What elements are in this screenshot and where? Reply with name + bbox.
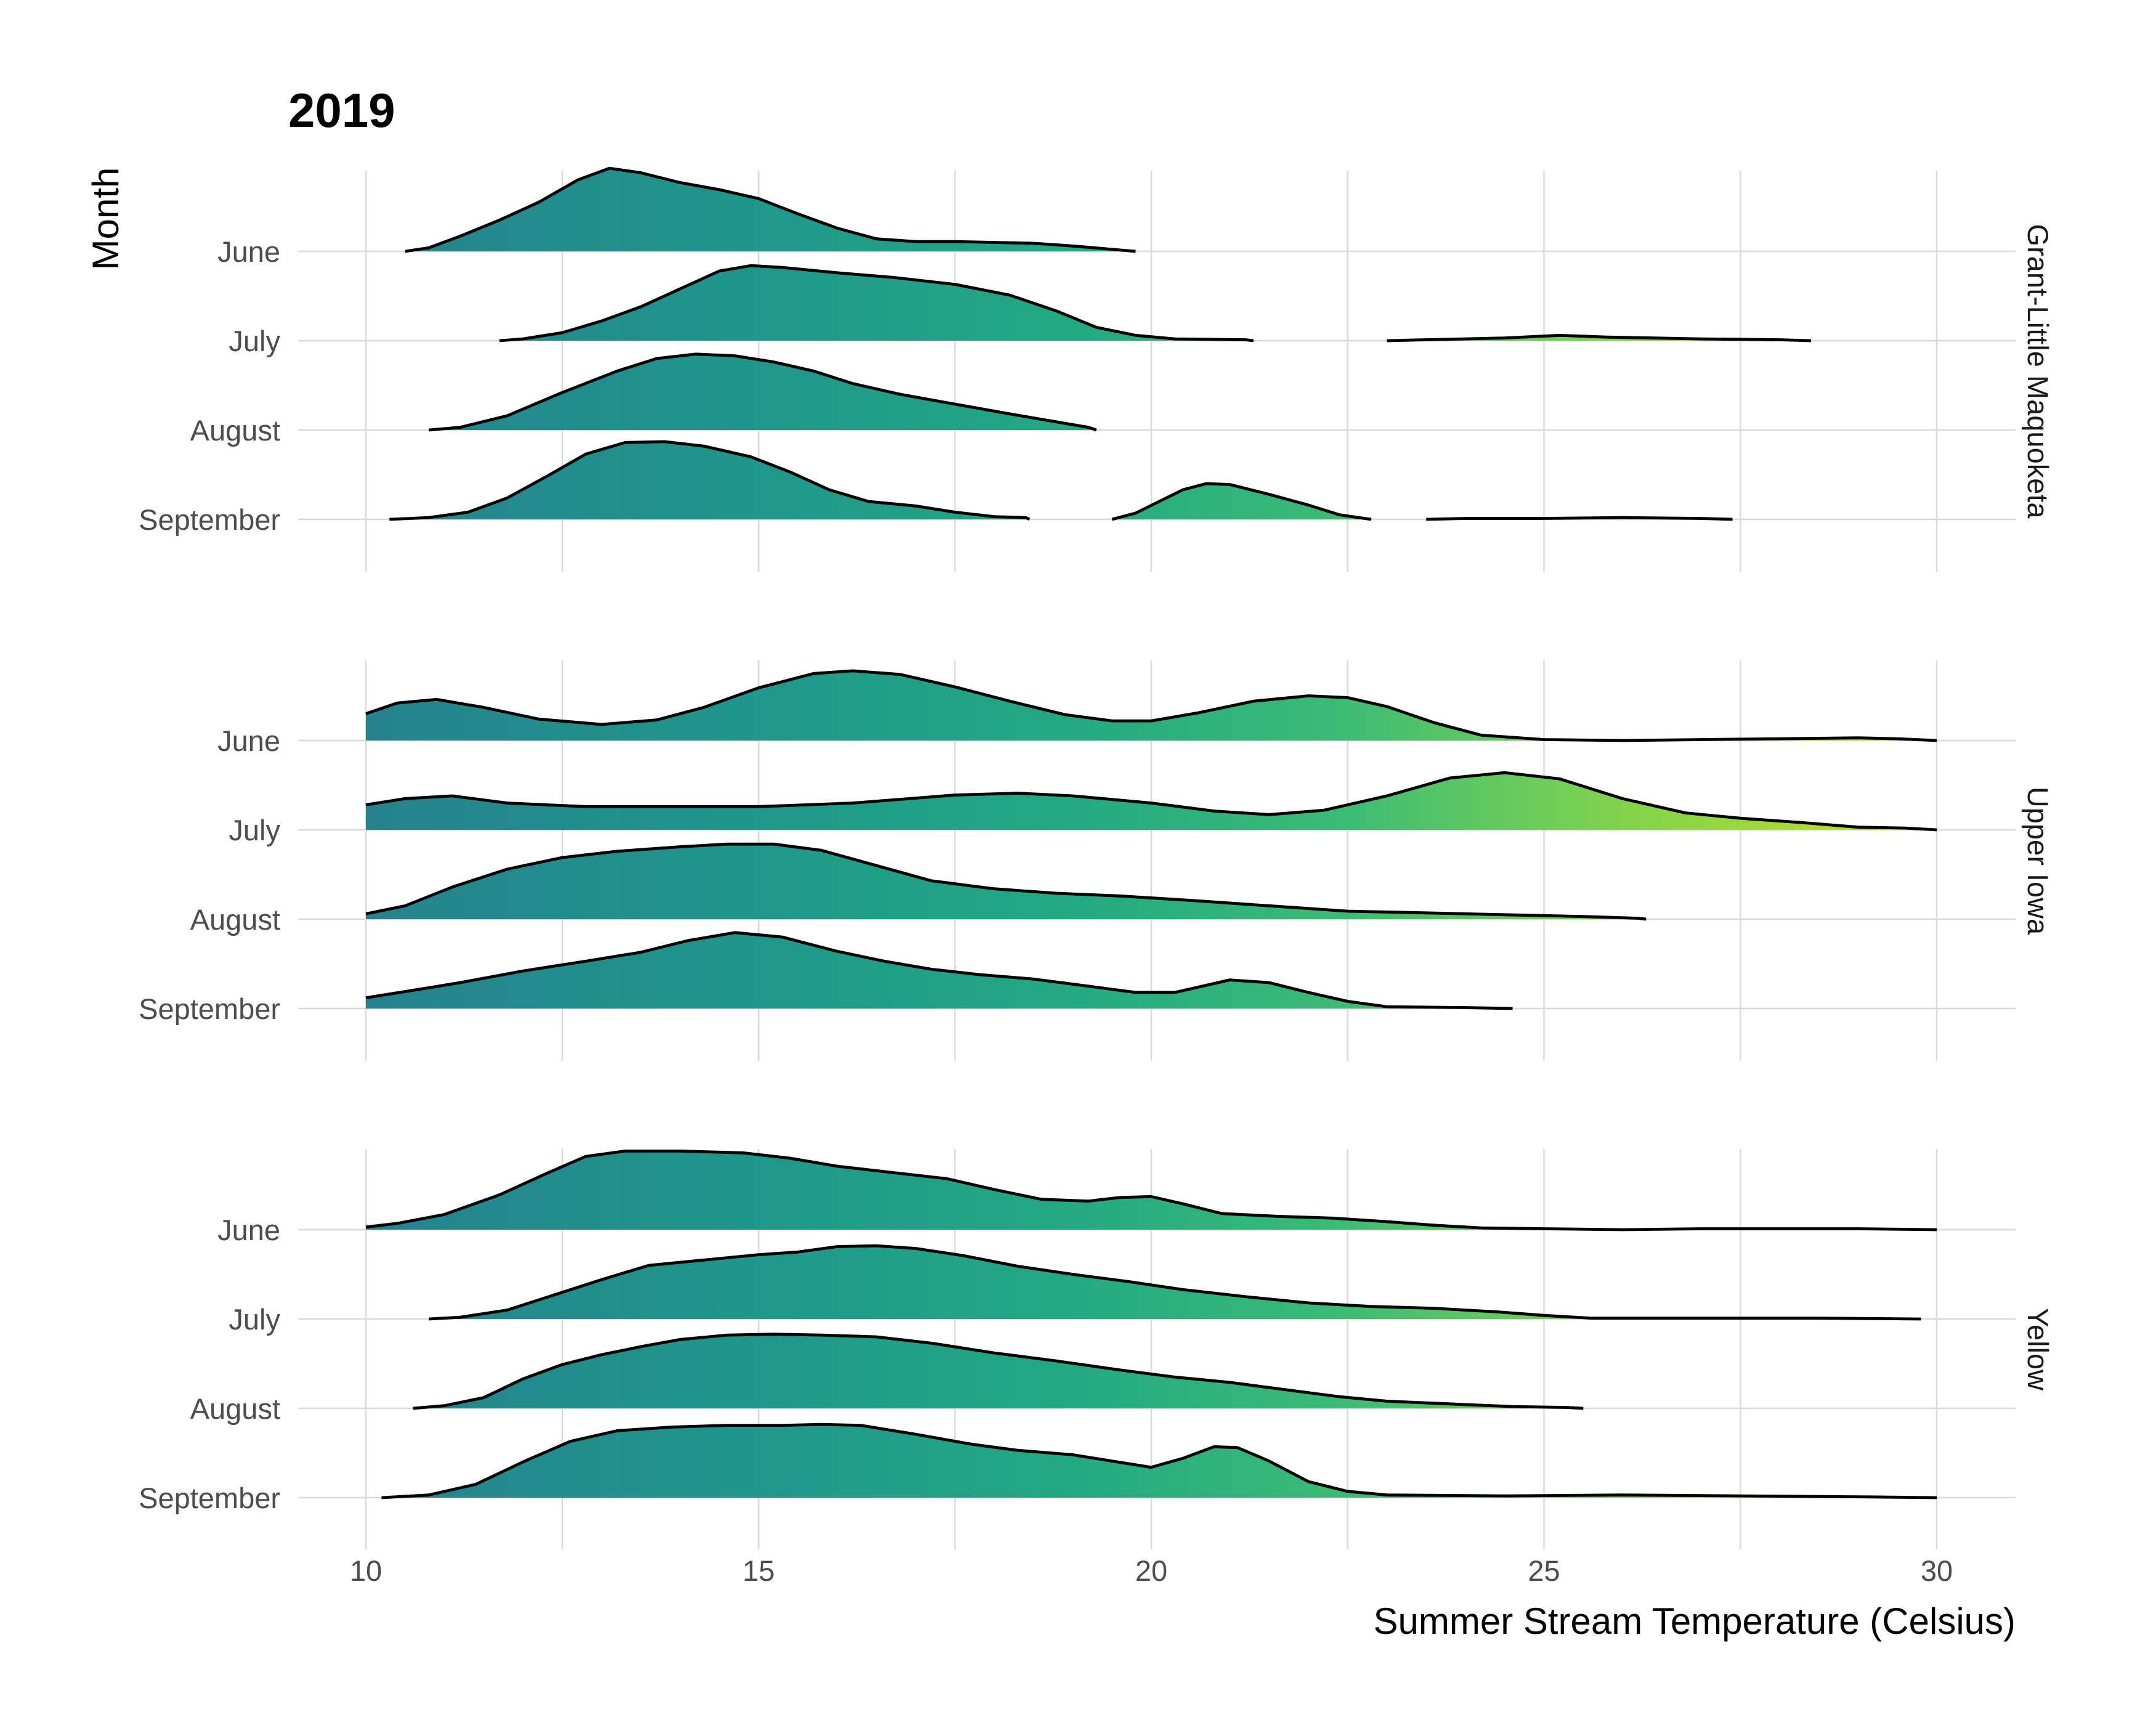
ridge-fill-september	[381, 1424, 1937, 1498]
ridge-outline-july	[365, 771, 1937, 832]
ridge-fill-august	[413, 1334, 1584, 1408]
facet-strip-label: Upper Iowa	[2022, 787, 2054, 935]
y-axis-title: Month	[85, 168, 126, 270]
ridge-outline-september	[389, 440, 1031, 521]
ridge-fill-june	[405, 168, 1136, 251]
y-tick-label: July	[229, 814, 280, 846]
ridge-outline-august	[428, 352, 1097, 432]
ridge-outline-june	[365, 669, 1937, 742]
x-tick-label: 30	[1921, 1554, 1953, 1587]
y-tick-label: June	[217, 724, 280, 757]
ridge-fill-june	[366, 1151, 1937, 1230]
ridge-fill-august	[429, 354, 1096, 430]
y-tick-label: July	[229, 1303, 280, 1336]
ridge-outline-september	[1426, 516, 1733, 521]
ridge-outline-september	[381, 1423, 1937, 1500]
ridge-fill-july	[429, 1246, 1921, 1319]
ridge-fill-august	[366, 844, 1647, 919]
x-tick-label: 15	[742, 1554, 774, 1587]
x-axis-title: Summer Stream Temperature (Celsius)	[1373, 1601, 2016, 1642]
y-tick-label: July	[229, 325, 280, 357]
facet-strip-label: Yellow	[2022, 1308, 2054, 1391]
ridge-outline-september	[365, 931, 1513, 1010]
facet-strip-label: Grant-Little Maquoketa	[2022, 224, 2054, 519]
ridge-outline-july	[1387, 333, 1812, 343]
ridge-fill-september	[1112, 484, 1371, 519]
x-tick-label: 10	[350, 1554, 382, 1587]
y-tick-label: August	[190, 414, 280, 447]
ridge-fill-july	[499, 266, 1254, 341]
ridge-outline-july	[428, 1244, 1921, 1321]
y-tick-label: September	[139, 992, 280, 1025]
ridge-outline-july	[499, 264, 1254, 343]
ridge-outline-september	[1111, 482, 1372, 521]
y-tick-label: August	[190, 1392, 280, 1425]
ridge-outline-august	[365, 842, 1647, 921]
y-tick-label: September	[139, 1482, 280, 1514]
ridge-outline-june	[365, 1150, 1937, 1232]
ridge-fill-september	[389, 441, 1030, 519]
y-tick-label: June	[217, 235, 280, 268]
ridges	[365, 166, 1937, 1500]
x-tick-label: 20	[1135, 1554, 1167, 1587]
y-tick-label: August	[190, 903, 280, 936]
chart-title: 2019	[288, 83, 395, 137]
y-tick-label: June	[217, 1214, 280, 1246]
x-tick-label: 25	[1528, 1554, 1560, 1587]
ridge-fill-july	[366, 773, 1937, 830]
y-tick-label: September	[139, 503, 280, 536]
labels: June July August September Grant-Little Maqu…	[139, 224, 2054, 1587]
ridge-outline-june	[405, 166, 1136, 253]
ridge-outline-august	[413, 1333, 1584, 1410]
